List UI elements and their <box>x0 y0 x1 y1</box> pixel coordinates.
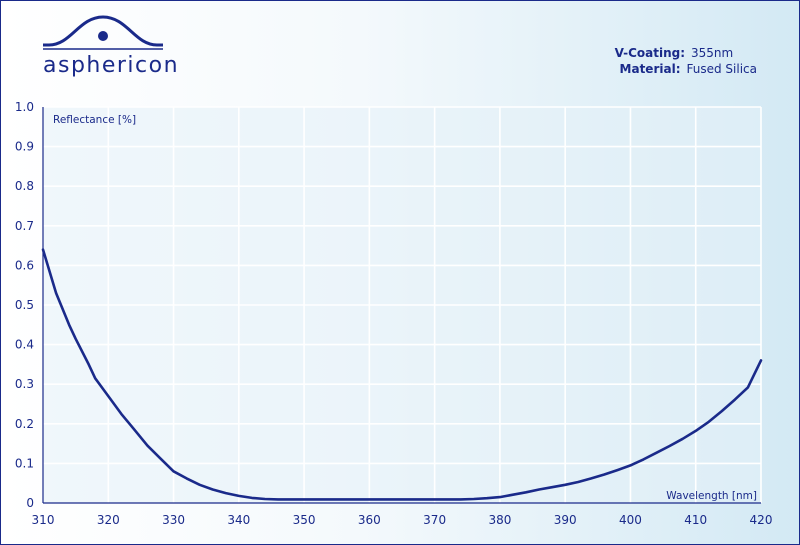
y-tick-labels: 0 0.1 0.2 0.3 0.4 0.5 0.6 0.7 0.8 0.9 1.0 <box>15 100 34 510</box>
y-tick-label: 0 <box>26 496 34 510</box>
x-tick-label: 390 <box>554 513 577 527</box>
x-tick-label: 370 <box>423 513 446 527</box>
asphericon-logo-icon <box>43 15 163 50</box>
x-tick-label: 380 <box>488 513 511 527</box>
y-tick-label: 0.5 <box>15 298 34 312</box>
coating-value: 355nm <box>691 46 734 60</box>
y-tick-label: 0.4 <box>15 338 34 352</box>
y-axis-label: Reflectance [%] <box>53 114 136 126</box>
brand-name: asphericon <box>43 53 180 78</box>
x-tick-label: 420 <box>750 513 773 527</box>
y-tick-label: 0.1 <box>15 456 34 470</box>
x-tick-label: 320 <box>97 513 120 527</box>
x-tick-labels: 310 320 330 340 350 360 370 380 390 400 410 420 <box>32 513 773 527</box>
reflectance-series-line <box>41 248 763 501</box>
y-tick-label: 0.3 <box>15 377 34 391</box>
axes <box>42 107 761 504</box>
y-tick-label: 0.2 <box>15 417 34 431</box>
x-tick-label: 400 <box>619 513 642 527</box>
y-tick-label: 1.0 <box>15 100 34 114</box>
coating-info: V-Coating: 355nm Material: Fused Silica <box>615 45 757 77</box>
x-tick-label: 310 <box>32 513 55 527</box>
y-tick-label: 0.6 <box>15 258 34 272</box>
material-row: Material: Fused Silica <box>615 61 757 77</box>
y-tick-label: 0.7 <box>15 219 34 233</box>
coating-label: V-Coating: <box>614 46 685 60</box>
coating-row: V-Coating: 355nm <box>615 45 757 61</box>
x-axis-label: Wavelength [nm] <box>666 490 757 502</box>
y-tick-label: 0.9 <box>15 140 34 154</box>
y-tick-label: 0.8 <box>15 179 34 193</box>
grid <box>43 106 762 503</box>
x-tick-label: 350 <box>293 513 316 527</box>
material-label: Material: <box>619 62 681 76</box>
x-tick-label: 410 <box>684 513 707 527</box>
x-tick-label: 330 <box>162 513 185 527</box>
x-tick-label: 340 <box>227 513 250 527</box>
x-tick-label: 360 <box>358 513 381 527</box>
material-value: Fused Silica <box>686 62 758 76</box>
